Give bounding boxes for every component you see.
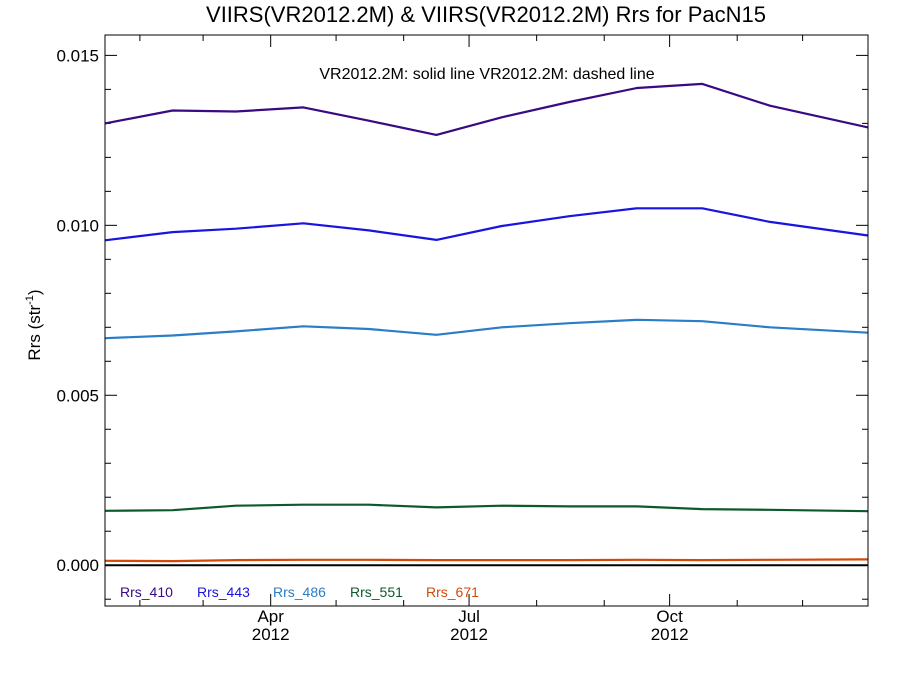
y-tick-label: 0.015 xyxy=(56,46,99,65)
x-tick-month-label: Apr xyxy=(257,607,284,626)
x-tick-month-label: Jul xyxy=(458,607,480,626)
y-axis-label: Rrs (str-1) xyxy=(24,289,44,360)
plot-frame xyxy=(104,34,869,607)
x-tick-year-label: 2012 xyxy=(252,625,290,644)
series-line-rrs_551 xyxy=(104,503,869,513)
legend-entry-rrs_486: Rrs_486 xyxy=(273,584,326,600)
x-tick-month-label: Oct xyxy=(656,607,683,626)
legend-entry-rrs_551: Rrs_551 xyxy=(350,584,403,600)
y-tick-label: 0.005 xyxy=(56,386,99,405)
series-line-rrs_410 xyxy=(104,82,869,136)
series-line-rrs_486 xyxy=(104,318,869,340)
series-line-rrs_671 xyxy=(104,558,869,563)
legend-entry-rrs_410: Rrs_410 xyxy=(120,584,173,600)
x-tick-year-label: 2012 xyxy=(651,625,689,644)
series-line-rrs_443 xyxy=(104,207,869,242)
legend-entry-rrs_443: Rrs_443 xyxy=(197,584,250,600)
legend-entry-rrs_671: Rrs_671 xyxy=(426,584,479,600)
line-style-annotation: VR2012.2M: solid line VR2012.2M: dashed … xyxy=(319,66,654,83)
y-tick-label: 0.010 xyxy=(56,216,99,235)
y-tick-label: 0.000 xyxy=(56,556,99,575)
x-tick-year-label: 2012 xyxy=(450,625,488,644)
chart-title: VIIRS(VR2012.2M) & VIIRS(VR2012.2M) Rrs … xyxy=(206,2,766,27)
